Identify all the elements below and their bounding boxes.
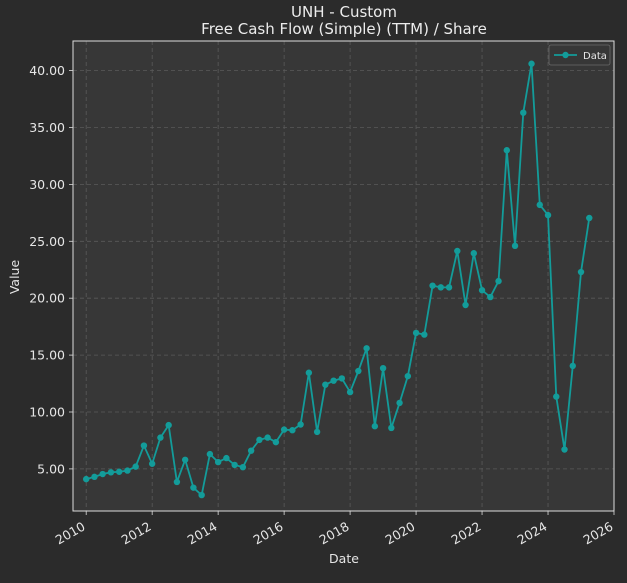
data-point [132, 463, 139, 470]
legend-label: Data [583, 51, 607, 62]
data-point [305, 369, 313, 376]
data-point [231, 461, 238, 469]
data-point [412, 329, 420, 337]
x-axis-ticks: 2010 2012 2014 2016 2018 2020 2022 2024 2026 [53, 511, 616, 548]
y-tick-label: 25.00 [29, 234, 65, 249]
data-point [165, 421, 172, 429]
data-point [487, 293, 494, 301]
data-point [256, 436, 263, 444]
legend: Data [548, 44, 611, 66]
grid-lines [73, 41, 614, 511]
y-axis-label: Value [7, 260, 22, 295]
data-point [429, 282, 436, 289]
data-point [115, 468, 123, 475]
data-point [107, 469, 115, 476]
y-tick-label: 5.00 [37, 461, 65, 476]
legend-box [548, 44, 611, 66]
data-point [338, 375, 346, 382]
data-series [82, 60, 593, 499]
data-point [454, 247, 461, 255]
data-point [198, 491, 205, 499]
y-tick-label: 30.00 [29, 177, 65, 192]
data-point [280, 426, 288, 433]
y-tick-label: 15.00 [29, 348, 65, 363]
y-tick-label: 40.00 [29, 63, 65, 78]
x-tick-label: 2020 [383, 519, 418, 548]
data-point [371, 423, 379, 430]
data-point [264, 434, 271, 441]
data-point [206, 450, 214, 458]
x-axis-label: Date [329, 551, 359, 566]
series-line [85, 62, 591, 496]
data-point [445, 284, 453, 291]
data-point [140, 442, 148, 449]
data-point [157, 434, 164, 441]
data-point [82, 475, 90, 483]
data-point [190, 484, 197, 491]
data-point [239, 463, 247, 471]
data-point [462, 301, 469, 309]
y-tick-label: 20.00 [29, 291, 65, 306]
data-point [586, 214, 593, 222]
data-point [214, 458, 222, 466]
data-point [553, 393, 560, 400]
x-tick-label: 2016 [251, 519, 286, 548]
x-tick-label: 2026 [580, 519, 615, 548]
y-tick-label: 35.00 [29, 120, 65, 135]
plot-frame [72, 40, 615, 512]
data-point [289, 427, 296, 434]
x-tick-label: 2022 [448, 519, 483, 548]
y-tick-label: 10.00 [29, 404, 65, 419]
data-point [569, 362, 576, 370]
data-point [99, 470, 106, 478]
data-point [297, 421, 304, 428]
data-point [470, 250, 478, 257]
data-point [247, 447, 255, 454]
data-point [388, 424, 395, 432]
data-point [577, 268, 585, 276]
data-point [437, 284, 445, 291]
x-tick-label: 2014 [185, 519, 220, 548]
data-point [396, 399, 403, 407]
plot-area [73, 41, 614, 511]
data-point [148, 460, 156, 467]
x-tick-label: 2018 [317, 519, 352, 548]
chart-title: UNH - Custom [291, 3, 397, 21]
x-tick-label: 2012 [119, 519, 154, 548]
data-point [404, 372, 412, 380]
legend-marker-sample [562, 51, 569, 59]
data-point [363, 345, 370, 352]
data-point [379, 364, 387, 372]
data-point [421, 331, 428, 338]
data-point [544, 211, 552, 219]
data-point [511, 242, 519, 250]
data-point [322, 381, 329, 388]
data-point [91, 473, 98, 481]
data-point [355, 367, 362, 375]
data-point [503, 147, 510, 154]
data-point [495, 277, 502, 285]
data-point [181, 456, 189, 463]
data-point [528, 60, 535, 67]
data-point [313, 428, 321, 436]
data-point [346, 388, 354, 396]
data-point [330, 377, 337, 384]
chart-subtitle: Free Cash Flow (Simple) (TTM) / Share [201, 20, 487, 38]
data-point [536, 201, 543, 209]
x-tick-label: 2010 [53, 519, 88, 548]
x-tick-label: 2024 [514, 519, 549, 548]
data-point [520, 109, 527, 116]
data-point [124, 467, 131, 474]
y-axis-ticks: 5.00 10.00 15.00 20.00 25.00 30.00 35.00 40.00 [29, 63, 73, 476]
data-point [561, 446, 568, 453]
data-point [223, 454, 230, 462]
data-point [478, 287, 486, 294]
data-point [173, 478, 181, 486]
data-point [272, 438, 280, 446]
